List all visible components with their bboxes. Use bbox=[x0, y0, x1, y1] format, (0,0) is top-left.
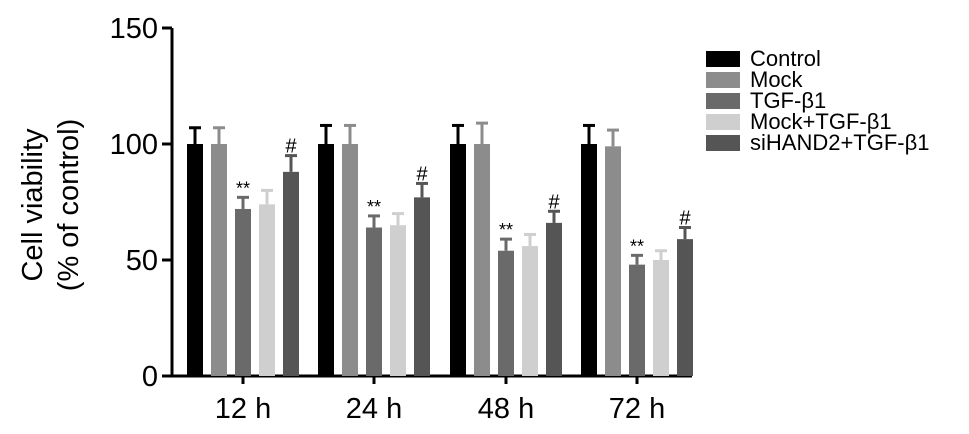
bar bbox=[581, 144, 597, 376]
x-tick-label: 24 h bbox=[346, 393, 402, 425]
significance-label: ** bbox=[236, 178, 250, 198]
bar bbox=[450, 144, 466, 376]
bar bbox=[342, 144, 358, 376]
y-tick-label: 0 bbox=[142, 361, 158, 393]
bars: ** ** ** ** # # # # bbox=[187, 121, 693, 376]
significance-label: # bbox=[679, 208, 691, 230]
legend-label: TGF-β1 bbox=[750, 88, 826, 113]
x-axis: 12 h 24 h 48 h 72 h bbox=[171, 374, 692, 425]
legend-swatch bbox=[706, 135, 740, 151]
legend: ControlMockTGF-β1Mock+TGF-β1siHAND2+TGF-… bbox=[706, 46, 930, 155]
y-axis: 0 50 100 150 bbox=[110, 13, 174, 393]
significance-label: ** bbox=[499, 220, 513, 240]
legend-label: Mock+TGF-β1 bbox=[750, 109, 892, 134]
x-tick-label: 12 h bbox=[215, 393, 271, 425]
y-tick-label: 50 bbox=[126, 245, 158, 277]
significance-label: ** bbox=[630, 236, 644, 256]
bar bbox=[522, 246, 538, 376]
bar bbox=[187, 144, 203, 376]
y-axis-title-line2: (% of control) bbox=[53, 119, 85, 291]
bar bbox=[498, 250, 514, 376]
significance-label: # bbox=[548, 191, 560, 213]
bar bbox=[366, 227, 382, 376]
y-tick-label: 100 bbox=[110, 129, 158, 161]
bar bbox=[653, 260, 669, 376]
bar bbox=[318, 144, 334, 376]
legend-swatch bbox=[706, 51, 740, 67]
legend-label: Mock bbox=[750, 67, 804, 92]
y-axis-title: Cell viability (% of control) bbox=[17, 119, 85, 291]
significance-label: # bbox=[416, 163, 428, 185]
legend-swatch bbox=[706, 114, 740, 130]
legend-label: Control bbox=[750, 46, 821, 71]
bar bbox=[677, 239, 693, 376]
significance-label: # bbox=[285, 136, 297, 158]
bar bbox=[283, 171, 299, 376]
bar bbox=[390, 225, 406, 376]
bar bbox=[605, 146, 621, 376]
y-axis-title-line1: Cell viability bbox=[17, 128, 49, 282]
significance-label: ** bbox=[367, 197, 381, 217]
legend-label: siHAND2+TGF-β1 bbox=[750, 130, 930, 155]
bar bbox=[629, 264, 645, 376]
bar bbox=[235, 208, 251, 376]
y-tick-label: 150 bbox=[110, 13, 158, 45]
x-tick-label: 72 h bbox=[609, 393, 665, 425]
legend-swatch bbox=[706, 93, 740, 109]
bar bbox=[546, 222, 562, 376]
bar bbox=[259, 204, 275, 376]
x-tick-label: 48 h bbox=[478, 393, 534, 425]
bar bbox=[414, 197, 430, 376]
legend-swatch bbox=[706, 72, 740, 88]
bar bbox=[474, 144, 490, 376]
bar bbox=[211, 144, 227, 376]
